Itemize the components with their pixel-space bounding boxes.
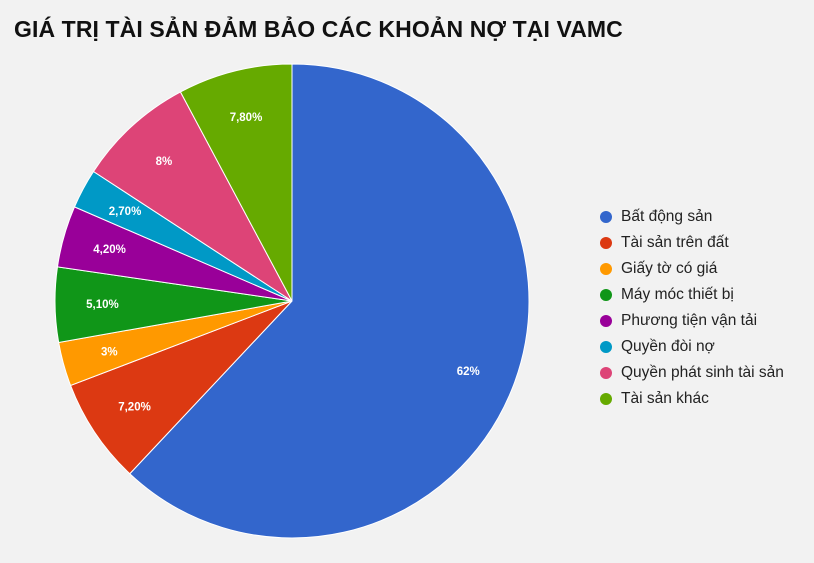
legend-dot-icon [600, 315, 612, 327]
legend-dot-icon [600, 341, 612, 353]
slice-label: 4,20% [93, 244, 126, 256]
legend-item[interactable]: Phương tiện vận tải [600, 308, 784, 334]
legend-label: Giấy tờ có giá [621, 260, 718, 277]
legend-item[interactable]: Quyền phát sinh tài sản [600, 360, 784, 386]
pie-slice[interactable] [92, 91, 293, 302]
slice-label: 62% [457, 366, 480, 378]
legend-item[interactable]: Quyền đòi nợ [600, 334, 784, 360]
legend-dot-icon [600, 367, 612, 379]
pie-slice[interactable] [179, 63, 293, 302]
pie-chart: 62% 7,20% 3% 5,10% 4,20% 2,70% 8% 7,80% [54, 63, 530, 539]
slice-label: 7,20% [118, 402, 151, 414]
slice-label: 7,80% [230, 112, 263, 124]
legend-label: Quyền phát sinh tài sản [621, 364, 784, 381]
legend-item[interactable]: Tài sản trên đất [600, 230, 784, 256]
legend-label: Máy móc thiết bị [621, 286, 734, 303]
pie-slice[interactable] [69, 300, 293, 475]
legend-dot-icon [600, 263, 612, 275]
pie-slice[interactable] [129, 63, 530, 539]
slice-label: 2,70% [109, 206, 142, 218]
legend-label: Phương tiện vận tải [621, 312, 758, 329]
legend-item[interactable]: Tài sản khác [600, 386, 784, 412]
legend: Bất động sản Tài sản trên đất Giấy tờ có g… [600, 204, 784, 412]
legend-label: Tài sản khác [621, 390, 709, 407]
legend-item[interactable]: Bất động sản [600, 204, 784, 230]
slice-label: 3% [101, 347, 118, 359]
legend-label: Tài sản trên đất [621, 234, 729, 251]
legend-item[interactable]: Giấy tờ có giá [600, 256, 784, 282]
legend-dot-icon [600, 393, 612, 405]
legend-dot-icon [600, 237, 612, 249]
legend-dot-icon [600, 289, 612, 301]
chart-title: GIÁ TRỊ TÀI SẢN ĐẢM BẢO CÁC KHOẢN NỢ TẠI… [14, 16, 623, 42]
slice-label: 8% [156, 156, 173, 168]
legend-item[interactable]: Máy móc thiết bị [600, 282, 784, 308]
legend-dot-icon [600, 211, 612, 223]
slice-label: 5,10% [86, 299, 119, 311]
legend-label: Quyền đòi nợ [621, 338, 715, 355]
legend-label: Bất động sản [621, 208, 713, 225]
